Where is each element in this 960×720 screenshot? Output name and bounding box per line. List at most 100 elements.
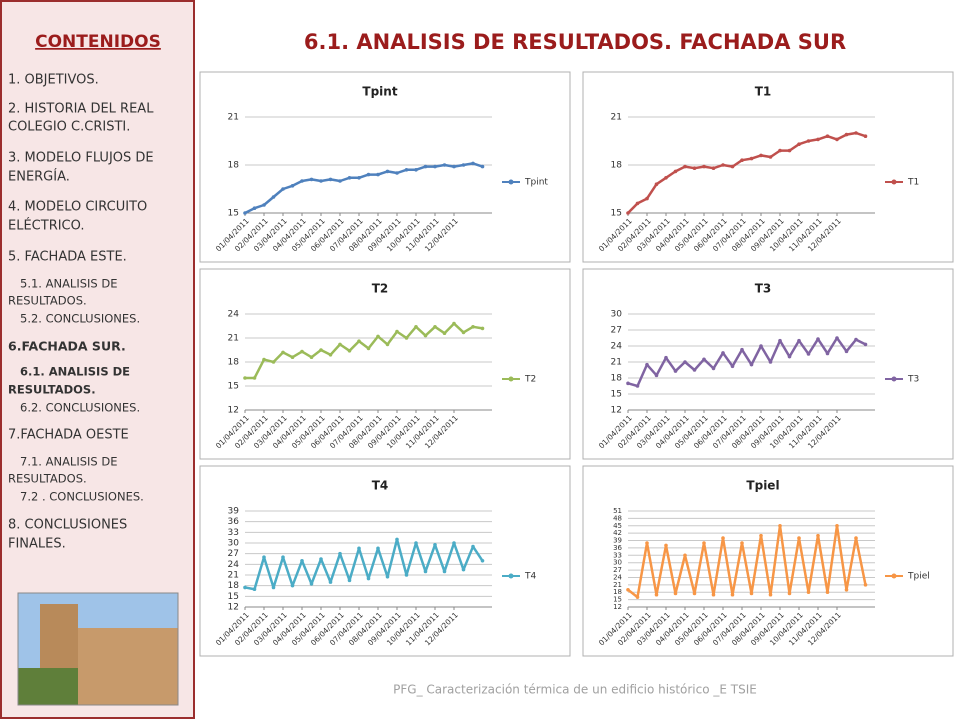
point — [452, 321, 456, 326]
point — [243, 585, 247, 590]
sidebar-item: 7.2 . CONCLUSIONES. — [20, 490, 144, 504]
chart-title: Tpint — [362, 85, 397, 99]
series-line — [627, 336, 867, 388]
sidebar-item: 5.1. ANALISIS DE — [20, 277, 118, 291]
point — [271, 360, 276, 364]
point — [309, 177, 314, 182]
point — [711, 592, 716, 597]
point — [442, 331, 447, 336]
chart-title: Tpiel — [746, 479, 779, 493]
point — [635, 384, 640, 388]
sidebar-item: RESULTADOS. — [8, 294, 87, 308]
point — [626, 587, 630, 592]
photo-trees — [18, 668, 78, 705]
series-line — [244, 538, 484, 591]
sidebar-item: ELÉCTRICO. — [8, 218, 84, 234]
point — [442, 569, 447, 574]
chart-frame — [582, 71, 954, 263]
point — [385, 169, 390, 174]
point — [702, 541, 706, 545]
point — [338, 551, 342, 556]
sidebar-item: RESULTADOS. — [8, 383, 96, 397]
point — [854, 337, 858, 342]
y-tick-label: 21 — [611, 113, 622, 123]
point — [806, 139, 811, 143]
point — [825, 590, 830, 595]
sidebar-item: 6.1. ANALISIS DE — [20, 365, 130, 379]
point — [768, 155, 773, 159]
point — [654, 592, 659, 597]
y-tick-label: 18 — [611, 374, 623, 384]
point — [423, 164, 428, 169]
point — [711, 166, 716, 170]
sidebar-item: COLEGIO C.CRISTI. — [8, 120, 130, 135]
point — [423, 569, 428, 574]
y-tick-label: 15 — [228, 382, 239, 392]
sidebar-item: 2. HISTORIA DEL REAL — [8, 102, 154, 117]
page-title: 6.1. ANALISIS DE RESULTADOS. FACHADA SUR — [304, 30, 846, 54]
point — [385, 342, 390, 347]
point — [721, 351, 725, 355]
y-tick-label: 42 — [613, 529, 622, 537]
point — [309, 355, 314, 360]
point — [635, 201, 640, 206]
point — [816, 533, 820, 538]
y-tick-label: 30 — [228, 539, 240, 549]
y-tick-label: 36 — [228, 517, 240, 527]
point — [768, 592, 773, 597]
point — [749, 156, 754, 161]
y-tick-label: 33 — [613, 551, 622, 559]
sidebar-item: 5. FACHADA ESTE. — [8, 250, 127, 265]
chart-frame — [582, 268, 954, 460]
y-tick-label: 15 — [228, 592, 239, 602]
point — [664, 355, 668, 360]
point — [281, 555, 285, 560]
point — [461, 330, 466, 335]
point — [816, 337, 820, 341]
point — [844, 132, 849, 137]
point — [300, 179, 304, 183]
point — [797, 536, 801, 540]
point — [319, 348, 323, 352]
point — [844, 587, 849, 592]
point — [480, 558, 485, 563]
point — [854, 131, 858, 135]
point — [740, 541, 744, 545]
point — [433, 164, 437, 169]
point — [654, 182, 659, 186]
point — [423, 333, 428, 338]
y-tick-label: 33 — [228, 528, 239, 538]
point — [338, 179, 342, 183]
y-tick-label: 18 — [611, 161, 623, 171]
y-tick-label: 27 — [613, 566, 622, 574]
y-tick-label: 21 — [228, 334, 239, 344]
point — [290, 355, 295, 360]
point — [347, 578, 352, 583]
point — [243, 376, 247, 380]
point — [702, 357, 706, 362]
point — [702, 164, 706, 169]
point — [357, 546, 361, 551]
legend-label: T3 — [907, 375, 919, 385]
point — [654, 373, 659, 378]
point — [461, 567, 466, 572]
point — [328, 580, 333, 584]
legend-label: T2 — [524, 375, 536, 385]
point — [281, 187, 285, 191]
point — [452, 541, 456, 545]
y-tick-label: 12 — [611, 406, 622, 416]
point — [414, 168, 418, 172]
sidebar-item: 4. MODELO CIRCUITO — [8, 200, 147, 215]
y-tick-label: 18 — [613, 588, 622, 596]
point — [290, 583, 295, 588]
point — [863, 134, 868, 138]
point — [480, 164, 485, 169]
point — [787, 148, 792, 153]
point — [252, 376, 257, 380]
point — [721, 536, 725, 540]
point — [461, 163, 466, 167]
point — [683, 164, 687, 169]
point — [645, 362, 649, 367]
sidebar-item: 6.2. CONCLUSIONES. — [20, 401, 140, 415]
sidebar-item: ENERGÍA. — [8, 169, 70, 185]
